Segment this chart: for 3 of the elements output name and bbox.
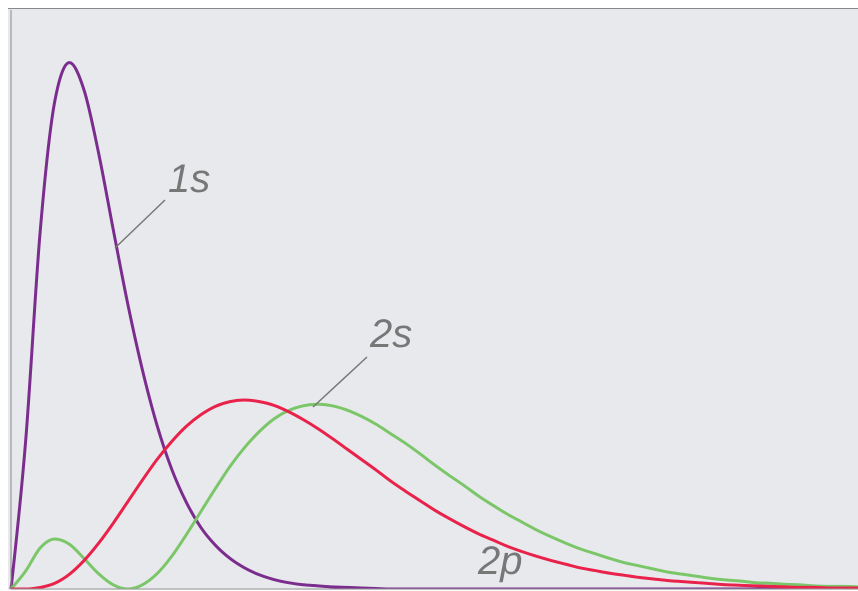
series-label: 2p <box>477 539 522 583</box>
series-label: 1s <box>168 157 210 201</box>
series-label: 2s <box>369 312 412 356</box>
